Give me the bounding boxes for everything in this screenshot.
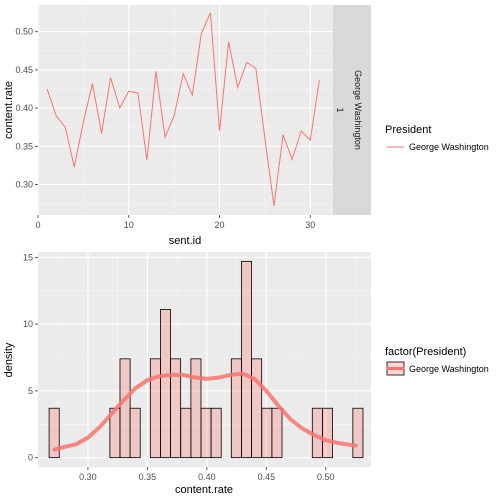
bottom-x-axis-title: content.rate bbox=[175, 484, 233, 496]
histogram-bar bbox=[262, 408, 272, 457]
top-y-tick-label: 0.35 bbox=[15, 141, 33, 151]
histogram-bar bbox=[201, 408, 211, 457]
top-y-tick-label: 0.50 bbox=[15, 27, 33, 37]
top-x-tick-labels: 0 10 20 30 bbox=[35, 215, 315, 230]
bottom-legend-title: factor(President) bbox=[385, 346, 466, 358]
bottom-x-tick-label: 0.50 bbox=[317, 472, 335, 482]
histogram-bar bbox=[322, 408, 332, 457]
histogram-bar bbox=[272, 408, 282, 457]
bottom-y-tick-labels: 0 5 10 15 bbox=[23, 252, 38, 462]
top-legend: President George Washington bbox=[385, 124, 489, 152]
histogram-bar bbox=[353, 408, 363, 457]
bottom-x-tick-label: 0.35 bbox=[139, 472, 157, 482]
top-x-axis-title: sent.id bbox=[169, 235, 201, 247]
histogram-bar bbox=[241, 261, 251, 457]
top-y-axis-title: content.rate bbox=[3, 81, 15, 139]
facet-strip-label: George Washington bbox=[353, 70, 363, 150]
top-chart: George Washington 1 0.30 0.35 0.40 0.45 0.50… bbox=[3, 5, 489, 247]
top-y-tick-label: 0.40 bbox=[15, 103, 33, 113]
bottom-x-tick-label: 0.40 bbox=[198, 472, 216, 482]
histogram-bar bbox=[150, 359, 160, 458]
top-y-tick-labels: 0.30 0.35 0.40 0.45 0.50 bbox=[15, 27, 38, 190]
top-plot-background bbox=[38, 5, 333, 215]
bottom-x-tick-labels: 0.30 0.35 0.40 0.45 0.50 bbox=[79, 467, 334, 482]
top-x-tick-label: 30 bbox=[305, 220, 315, 230]
top-legend-label: George Washington bbox=[409, 142, 489, 152]
top-legend-title: President bbox=[385, 124, 431, 136]
histogram-bar bbox=[130, 408, 140, 457]
bottom-y-tick-label: 0 bbox=[28, 453, 33, 463]
bottom-y-axis-title: density bbox=[3, 342, 15, 377]
top-y-tick-label: 0.30 bbox=[15, 179, 33, 189]
histogram-bar bbox=[252, 359, 262, 458]
histogram-bar bbox=[160, 309, 170, 457]
bottom-x-tick-label: 0.45 bbox=[258, 472, 276, 482]
top-x-tick-label: 0 bbox=[35, 220, 40, 230]
top-x-tick-label: 10 bbox=[124, 220, 134, 230]
bottom-legend: factor(President) George Washington bbox=[385, 346, 489, 375]
histogram-bar bbox=[181, 408, 191, 457]
histogram-bar bbox=[191, 359, 201, 458]
top-y-tick-label: 0.45 bbox=[15, 65, 33, 75]
bottom-chart: 0 5 10 15 0.30 0.35 0.40 0.45 0.50 content.rate… bbox=[3, 252, 489, 496]
bottom-y-tick-label: 10 bbox=[23, 319, 33, 329]
bottom-x-tick-label: 0.30 bbox=[79, 472, 97, 482]
facet-strip-sublabel: 1 bbox=[335, 107, 345, 112]
bottom-y-tick-label: 5 bbox=[28, 386, 33, 396]
histogram-bar bbox=[211, 408, 221, 457]
bottom-y-tick-label: 15 bbox=[23, 252, 33, 262]
histogram-bar bbox=[120, 359, 130, 458]
bottom-legend-label: George Washington bbox=[409, 364, 489, 374]
top-x-tick-label: 20 bbox=[215, 220, 225, 230]
